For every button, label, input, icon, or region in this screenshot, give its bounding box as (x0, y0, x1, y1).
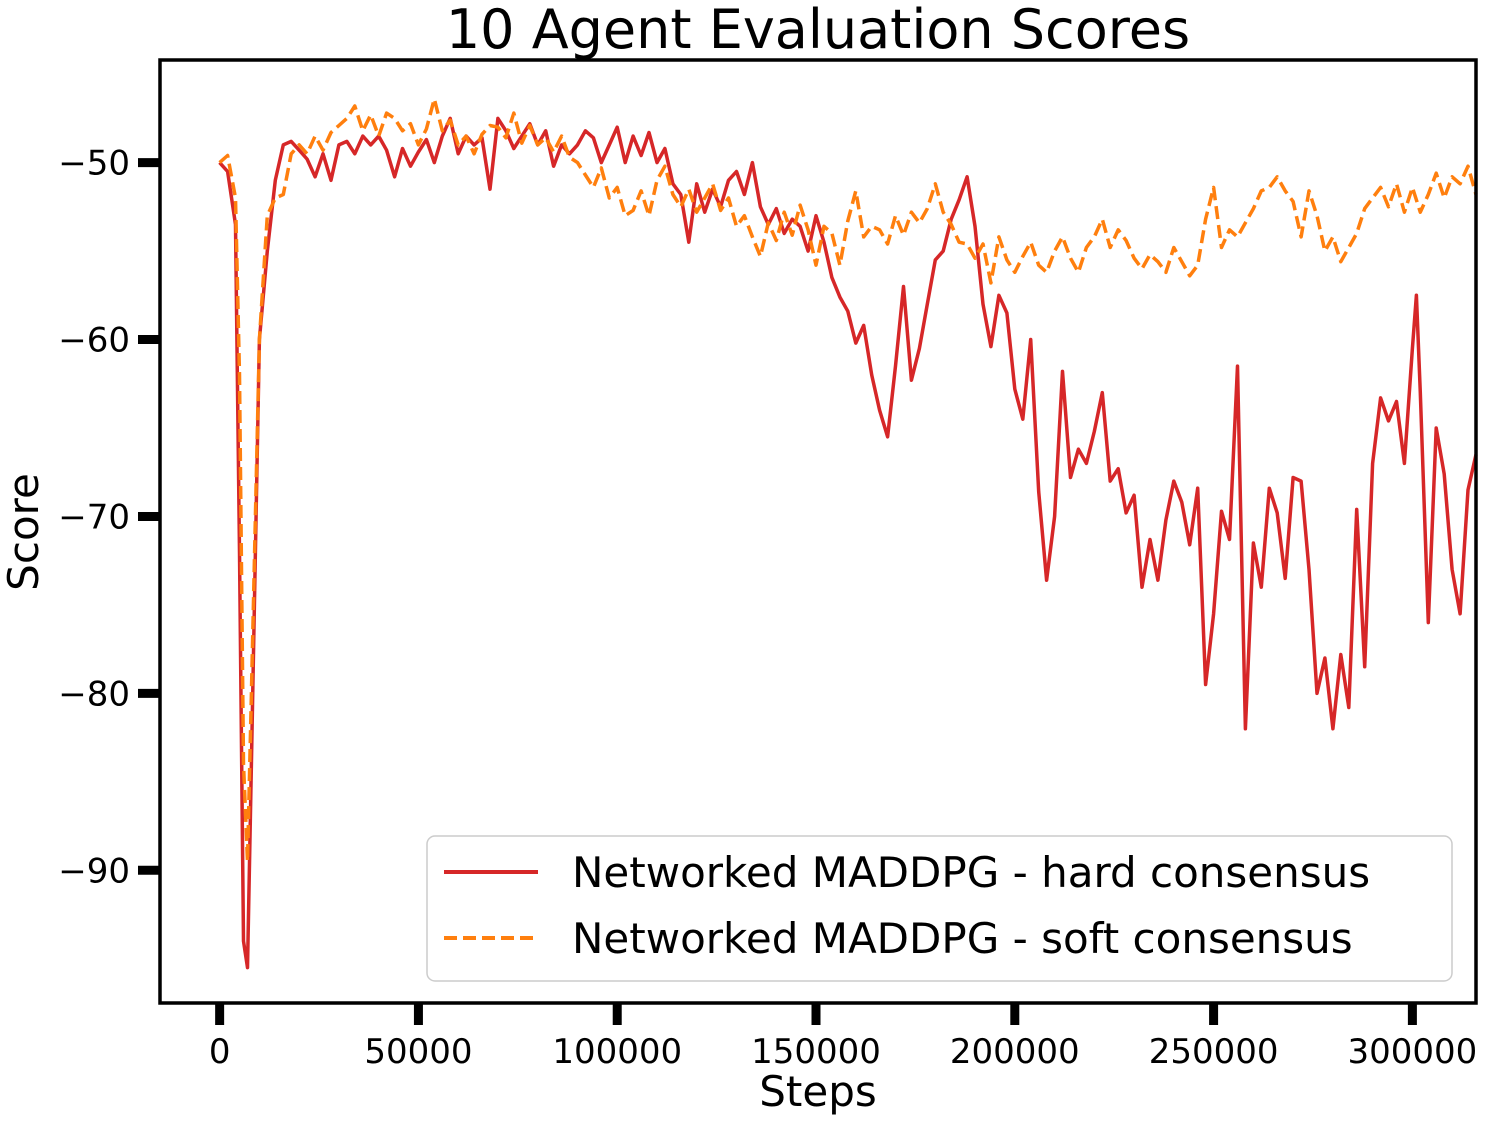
legend: Networked MADDPG - hard consensus Networ… (426, 835, 1453, 982)
series-line-hard-consensus (218, 116, 1478, 970)
legend-box (426, 835, 1453, 982)
y-tick-label: −70 (58, 497, 130, 537)
y-tick-label: −60 (58, 321, 130, 361)
x-axis-label: Steps (759, 1067, 877, 1116)
x-tick-label: 250000 (1149, 1032, 1279, 1072)
x-tick-label: 150000 (751, 1032, 881, 1072)
x-axis-ticks: 0 50000 100000 150000 200000 250000 300000 (209, 1003, 1477, 1072)
series-lines (218, 97, 1478, 970)
y-tick-label: −90 (58, 851, 130, 891)
y-axis-ticks: −90 −80 −70 −60 −50 (58, 144, 160, 891)
plot-frame (158, 58, 1478, 1005)
series-line-soft-consensus (218, 97, 1478, 864)
legend-label-soft-consensus: Networked MADDPG - soft consensus (572, 914, 1353, 963)
x-tick-label: 100000 (552, 1032, 682, 1072)
chart-title: 10 Agent Evaluation Scores (446, 0, 1190, 61)
y-axis-label: Score (0, 473, 48, 591)
legend-label-hard-consensus: Networked MADDPG - hard consensus (572, 848, 1370, 897)
y-tick-label: −80 (58, 674, 130, 714)
y-tick-label: −50 (58, 144, 130, 184)
x-tick-label: 0 (209, 1032, 231, 1072)
x-tick-label: 50000 (364, 1032, 472, 1072)
x-tick-label: 300000 (1347, 1032, 1477, 1072)
x-tick-label: 200000 (950, 1032, 1080, 1072)
